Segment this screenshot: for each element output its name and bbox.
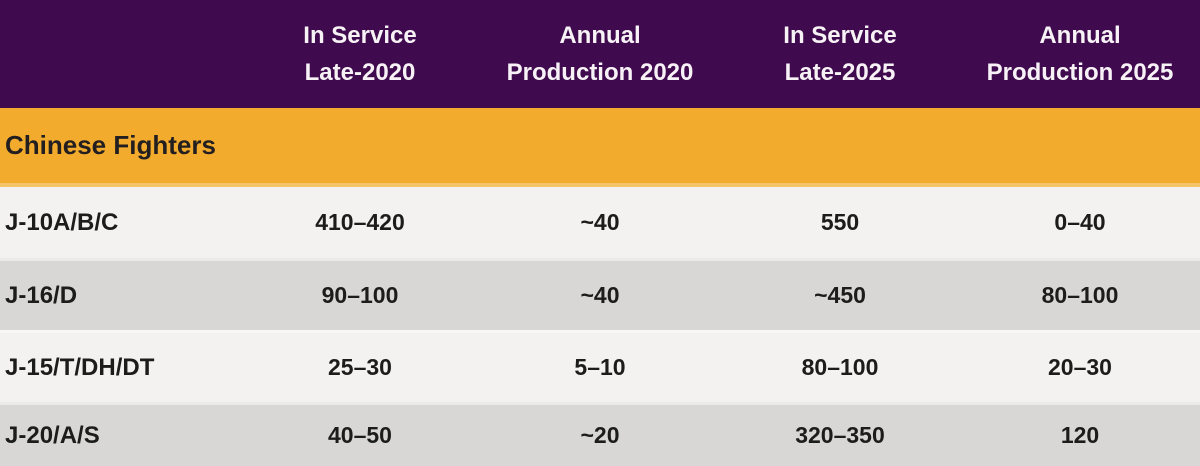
cell-value: 80–100 (801, 354, 879, 380)
header-cell-in-service-2025: In Service Late-2025 (720, 17, 960, 91)
header-line: Late-2025 (784, 59, 896, 86)
table-row-j10: J-10A/B/C 410–420 ~40 550 0–40 (0, 187, 1200, 258)
header-line: Production 2025 (986, 59, 1174, 86)
header-line: Late-2020 (304, 59, 416, 86)
header-cell-annual-production-2025: Annual Production 2025 (960, 17, 1200, 91)
header-line: In Service (303, 22, 417, 49)
cell-value: 410–420 (315, 209, 405, 235)
table-row-j15: J-15/T/DH/DT 25–30 5–10 80–100 20–30 (0, 330, 1200, 402)
header-line: Annual (559, 22, 641, 49)
header-line: Annual (1039, 22, 1121, 49)
header-cell-in-service-2020: In Service Late-2020 (240, 17, 480, 91)
section-title: Chinese Fighters (5, 130, 216, 160)
cell-value: 320–350 (795, 422, 885, 448)
row-label: J-15/T/DH/DT (5, 353, 155, 381)
table-row-j20: J-20/A/S 40–50 ~20 320–350 120 (0, 402, 1200, 466)
cell-value: 120 (1060, 422, 1100, 448)
cell-value: 90–100 (321, 282, 399, 308)
cell-value: ~450 (814, 282, 866, 308)
cell-value: 40–50 (328, 422, 392, 448)
cell-value: 550 (820, 209, 860, 235)
cell-value: ~20 (580, 422, 620, 448)
cell-value: 80–100 (1041, 282, 1119, 308)
cell-value: ~40 (580, 209, 620, 235)
cell-value: ~40 (580, 282, 620, 308)
row-label: J-16/D (5, 281, 78, 309)
row-label: J-10A/B/C (5, 208, 119, 236)
cell-value: 20–30 (1048, 354, 1112, 380)
cell-value: 25–30 (328, 354, 392, 380)
header-line: In Service (783, 22, 897, 49)
cell-value: 5–10 (574, 354, 626, 380)
table-row-j16: J-16/D 90–100 ~40 ~450 80–100 (0, 258, 1200, 330)
table-header-row: In Service Late-2020 Annual Production 2… (0, 0, 1200, 108)
header-line: Production 2020 (506, 59, 694, 86)
row-label: J-20/A/S (5, 421, 100, 449)
header-cell-annual-production-2020: Annual Production 2020 (480, 17, 720, 91)
section-header-chinese-fighters: Chinese Fighters (0, 108, 1200, 187)
cell-value: 0–40 (1054, 209, 1106, 235)
